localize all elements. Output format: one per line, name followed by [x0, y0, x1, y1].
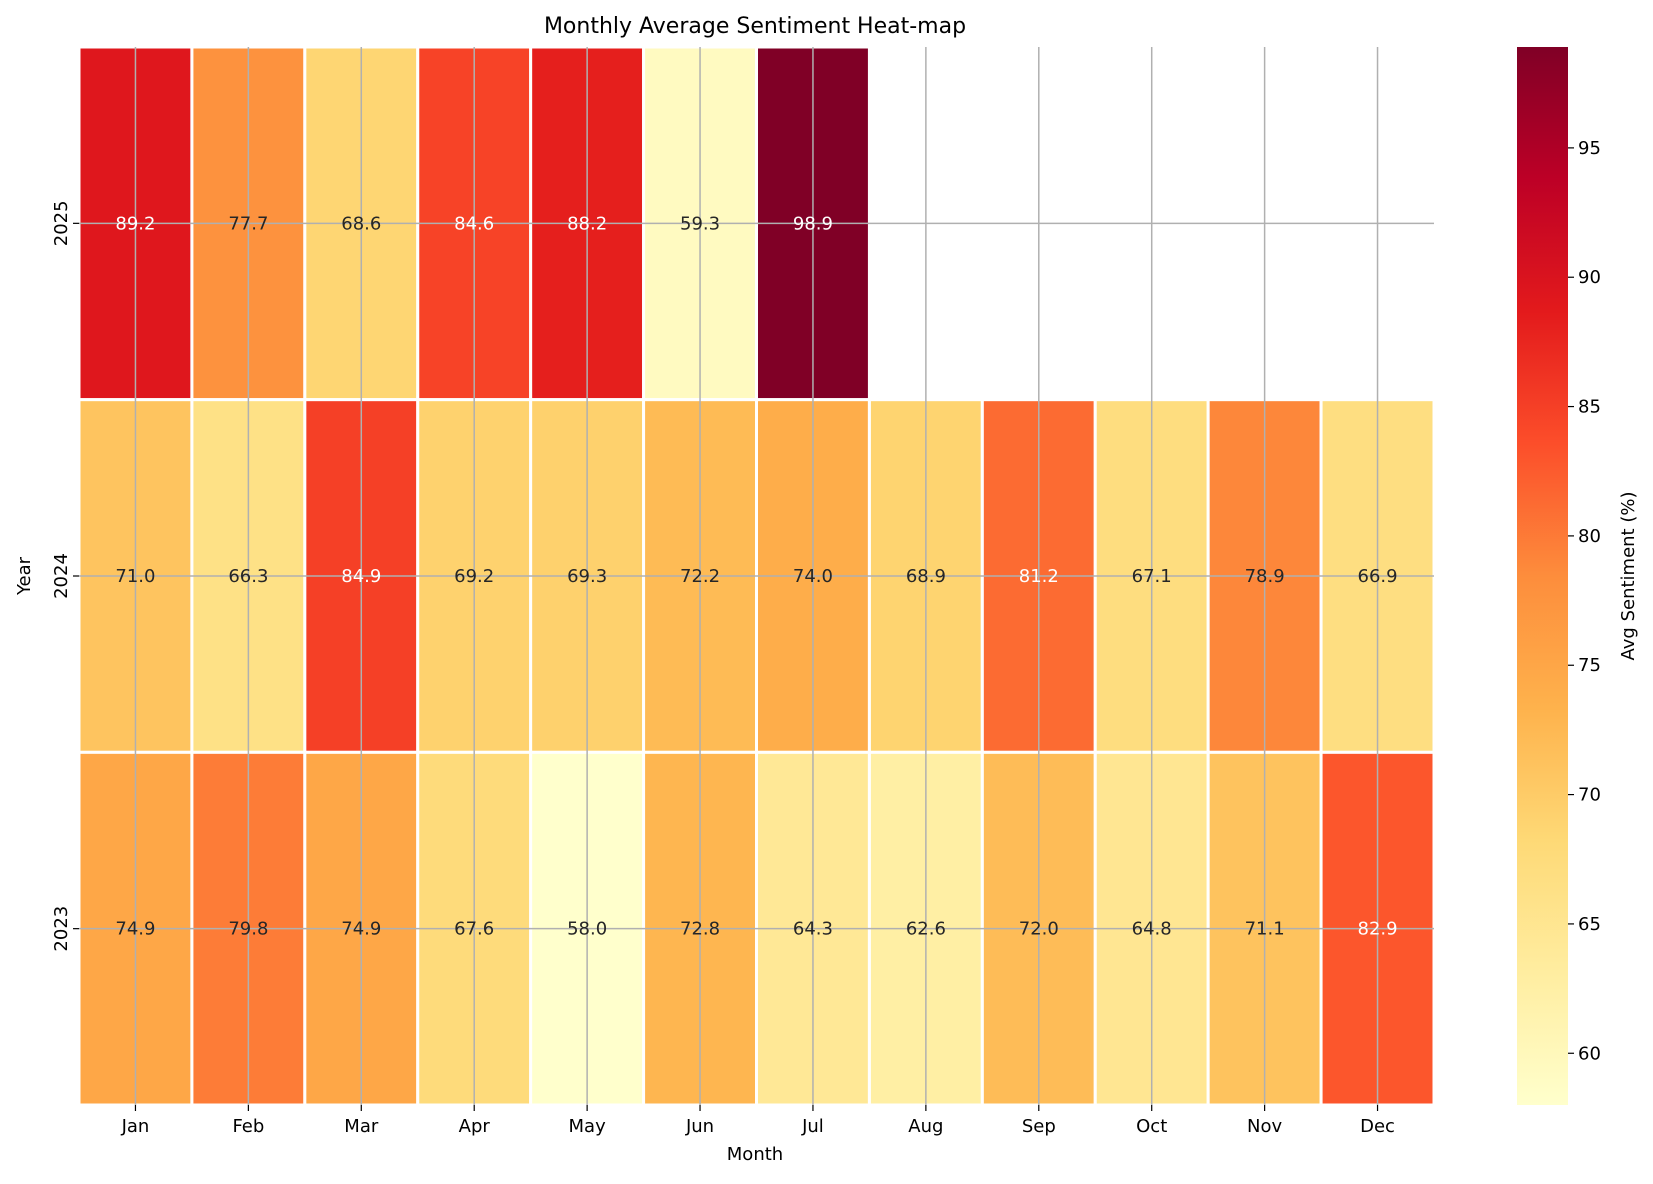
cell-value-label: 72.0 — [1019, 919, 1059, 940]
cell-value-label: 66.3 — [228, 566, 268, 587]
cell-value-label: 69.2 — [454, 566, 494, 587]
cell-value-label: 98.9 — [793, 213, 833, 234]
cell-value-label: 89.2 — [115, 213, 155, 234]
y-axis-ticks: 2025 2024 2023 — [51, 200, 79, 952]
colorbar-tick-label: 80 — [1578, 526, 1601, 547]
cell-value-label: 66.9 — [1358, 566, 1398, 587]
cell-value-label: 81.2 — [1019, 566, 1059, 587]
colorbar-tick-label: 85 — [1578, 397, 1601, 418]
cell-value-label: 88.2 — [567, 213, 607, 234]
x-tick-label: May — [569, 1116, 607, 1137]
cell-value-label: 69.3 — [567, 566, 607, 587]
x-tick-label: Jun — [685, 1116, 714, 1137]
cell-value-label: 84.6 — [454, 213, 494, 234]
grid-lines — [79, 47, 1434, 1105]
cell-value-label: 67.1 — [1132, 566, 1172, 587]
cell-value-label: 74.9 — [115, 919, 155, 940]
x-tick-label: Aug — [908, 1116, 943, 1137]
cell-value-label: 68.6 — [341, 213, 381, 234]
x-tick-label: Dec — [1360, 1116, 1395, 1137]
x-tick-label: Oct — [1136, 1116, 1167, 1137]
chart-title: Monthly Average Sentiment Heat-map — [544, 14, 966, 39]
cell-value-label: 72.8 — [680, 919, 720, 940]
cell-value-label: 74.0 — [793, 566, 833, 587]
cell-value-label: 68.9 — [906, 566, 946, 587]
colorbar-label: Avg Sentiment (%) — [1618, 492, 1639, 661]
cell-value-label: 64.3 — [793, 919, 833, 940]
x-tick-label: Feb — [232, 1116, 264, 1137]
cell-value-label: 67.6 — [454, 919, 494, 940]
cell-value-label: 62.6 — [906, 919, 946, 940]
colorbar-tick-label: 65 — [1578, 914, 1601, 935]
colorbar — [1517, 47, 1568, 1105]
x-tick-label: Sep — [1022, 1116, 1056, 1137]
cell-value-label: 71.0 — [115, 566, 155, 587]
y-axis-label: Year — [14, 556, 35, 596]
colorbar-tick-label: 75 — [1578, 655, 1601, 676]
cell-value-label: 58.0 — [567, 919, 607, 940]
cell-value-label: 64.8 — [1132, 919, 1172, 940]
cell-value-label: 79.8 — [228, 919, 268, 940]
cell-value-label: 77.7 — [228, 213, 268, 234]
cell-value-label: 71.1 — [1245, 919, 1285, 940]
x-tick-label: Nov — [1247, 1116, 1282, 1137]
cell-value-labels: 89.2 77.7 68.6 84.6 88.2 59.3 98.9 71.0 66.3 84.9… — [115, 213, 1397, 939]
colorbar-tick-label: 60 — [1578, 1043, 1601, 1064]
y-tick-label: 2025 — [51, 200, 72, 246]
x-tick-label: Apr — [459, 1116, 491, 1137]
x-axis-label: Month — [727, 1144, 783, 1165]
x-tick-label: Jul — [801, 1116, 824, 1137]
y-tick-label: 2023 — [51, 906, 72, 952]
cell-value-label: 84.9 — [341, 566, 381, 587]
cell-value-label: 59.3 — [680, 213, 720, 234]
cell-value-label: 74.9 — [341, 919, 381, 940]
cell-value-label: 72.2 — [680, 566, 720, 587]
x-tick-label: Jan — [121, 1116, 150, 1137]
x-tick-label: Mar — [344, 1116, 379, 1137]
colorbar-tick-label: 90 — [1578, 267, 1601, 288]
y-tick-label: 2024 — [51, 553, 72, 599]
colorbar-tick-label: 70 — [1578, 785, 1601, 806]
cell-value-label: 78.9 — [1245, 566, 1285, 587]
colorbar-ticks: 60 65 70 75 80 85 90 95 — [1568, 138, 1601, 1064]
colorbar-tick-label: 95 — [1578, 138, 1601, 159]
x-axis-ticks: Jan Feb Mar Apr May Jun Jul Aug Sep Oct Nov Dec — [121, 1105, 1395, 1137]
cell-value-label: 82.9 — [1358, 919, 1398, 940]
